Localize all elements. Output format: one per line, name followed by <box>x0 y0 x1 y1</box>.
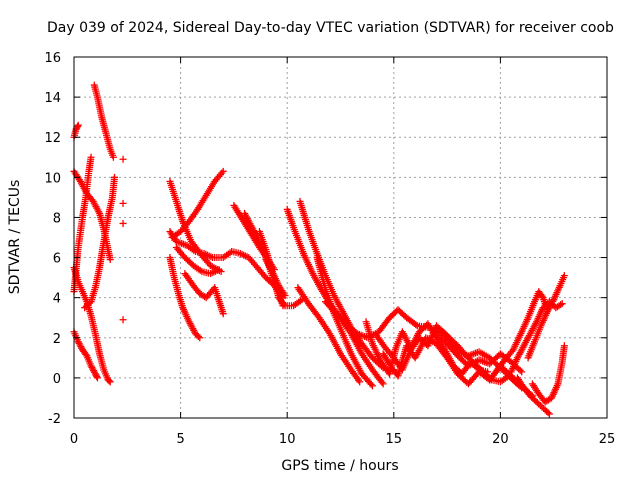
data-point <box>85 299 93 307</box>
y-tick-label: 10 <box>44 171 61 186</box>
data-point <box>109 153 117 161</box>
data-point <box>378 378 386 386</box>
x-tick-label: 5 <box>176 432 184 447</box>
series-trace-12 <box>168 167 227 241</box>
series-trace-11 <box>166 254 204 342</box>
x-tick-label: 20 <box>492 432 509 447</box>
y-tick-label: 14 <box>44 91 61 106</box>
y-tick-label: 0 <box>53 372 61 387</box>
data-point <box>560 342 568 350</box>
data-point <box>119 219 127 227</box>
series-trace-23 <box>294 284 364 386</box>
series-trace-31 <box>524 272 568 362</box>
data-point <box>111 173 119 181</box>
series-trace-19 <box>262 256 289 300</box>
data-series <box>70 81 568 418</box>
data-point <box>93 373 101 381</box>
data-point <box>105 377 113 385</box>
series-trace-6 <box>81 173 119 312</box>
y-axis-label: SDTVAR / TECUs <box>7 180 23 295</box>
data-point <box>538 292 546 300</box>
grid-lines <box>74 57 607 418</box>
series-trace-29 <box>492 288 551 376</box>
data-point <box>93 374 101 382</box>
data-point <box>81 304 89 312</box>
y-tick-label: 16 <box>44 51 61 66</box>
x-axis-label: GPS time / hours <box>281 458 398 474</box>
y-tick-label: 4 <box>53 292 61 307</box>
data-point <box>119 316 127 324</box>
data-point <box>87 153 95 161</box>
data-point <box>558 300 566 308</box>
series-trace-5 <box>70 153 95 296</box>
data-point <box>557 301 565 309</box>
data-point <box>545 410 553 418</box>
data-point <box>219 167 227 175</box>
data-point <box>84 301 92 309</box>
series-trace-4 <box>70 328 101 382</box>
series-trace-1 <box>70 121 82 141</box>
y-tick-label: 12 <box>44 131 61 146</box>
data-point <box>379 380 387 388</box>
data-point <box>536 401 544 409</box>
data-point <box>368 382 376 390</box>
data-point <box>356 378 364 386</box>
series-trace-33 <box>528 342 568 406</box>
data-point <box>538 403 546 411</box>
data-point <box>544 409 552 417</box>
data-point <box>106 256 114 264</box>
data-point <box>119 199 127 207</box>
data-point <box>119 155 127 163</box>
x-tick-label: 25 <box>599 432 616 447</box>
y-tick-label: 2 <box>53 332 61 347</box>
series-trace-14 <box>181 270 227 318</box>
plot-frame <box>73 56 608 419</box>
data-point <box>74 121 82 129</box>
data-point <box>280 290 288 298</box>
data-point <box>412 321 420 329</box>
series-trace-13 <box>172 244 223 278</box>
data-point <box>82 302 90 310</box>
data-point <box>215 266 223 274</box>
data-point <box>219 310 227 318</box>
x-tick-label: 15 <box>386 432 403 447</box>
data-point <box>218 169 226 177</box>
series-trace-8 <box>119 155 127 324</box>
data-point <box>196 334 204 342</box>
y-tick-label: 6 <box>53 252 61 267</box>
x-tick-label: 0 <box>70 432 78 447</box>
data-point <box>535 400 543 408</box>
data-point <box>367 380 375 388</box>
series-trace-32 <box>513 374 553 418</box>
data-point <box>539 304 547 312</box>
data-point <box>82 350 90 358</box>
series-trace-7 <box>90 81 117 161</box>
data-point <box>518 368 526 376</box>
data-point <box>281 292 289 300</box>
series-trace-28 <box>437 326 521 388</box>
series-trace-3 <box>70 264 114 386</box>
x-tick-label: 10 <box>279 432 296 447</box>
data-point <box>106 378 114 386</box>
data-point <box>560 272 568 280</box>
data-point <box>194 332 202 340</box>
data-point <box>201 293 209 301</box>
chart-title: Day 039 of 2024, Sidereal Day-to-day VTE… <box>47 20 614 36</box>
data-point <box>74 123 82 131</box>
y-tick-label: -2 <box>48 412 61 427</box>
axis-ticks: 0 5 10 15 20 25 -2 0 2 4 6 8 10 12 14 16 <box>44 51 615 447</box>
data-point <box>516 366 524 374</box>
data-point <box>486 375 494 383</box>
data-point <box>280 300 288 308</box>
y-tick-label: 8 <box>53 211 61 226</box>
series-trace-9 <box>166 177 225 276</box>
